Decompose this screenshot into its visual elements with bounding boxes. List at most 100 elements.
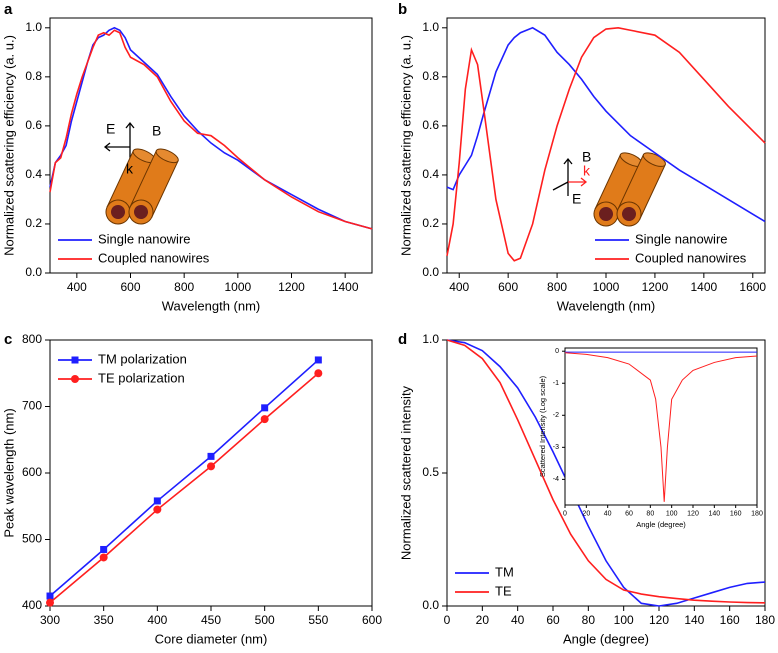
marker (260, 415, 269, 424)
y-tick-label: 0.6 (25, 118, 42, 132)
marker (46, 598, 54, 607)
y-tick-label: 1.0 (422, 332, 439, 346)
x-tick-label: 1200 (278, 280, 305, 294)
x-axis-title: Wavelength (nm) (557, 298, 656, 313)
x-tick-label: 80 (582, 613, 596, 627)
x-tick-label: 1000 (593, 280, 620, 294)
x-tick-label: 1000 (224, 280, 251, 294)
annotation: k (126, 161, 134, 177)
series-line (49, 26, 373, 230)
y-axis-title: Scattered Intensity (Log scale) (538, 375, 547, 477)
y-axis-title: Peak wavelength (nm) (1, 408, 16, 537)
x-tick-label: 550 (308, 613, 328, 627)
x-tick-label: 60 (546, 613, 560, 627)
series-line (49, 29, 373, 230)
y-tick-label: 0.0 (422, 265, 439, 279)
panel-label: d (398, 331, 407, 348)
y-tick-label: 0.6 (422, 118, 439, 132)
marker (314, 369, 323, 378)
y-tick-label: 0.8 (25, 69, 42, 83)
y-axis-title: Normalized scattering efficiency (a. u.) (1, 35, 16, 256)
x-tick-label: 500 (255, 613, 275, 627)
x-tick-label: 400 (67, 280, 87, 294)
y-tick-label: 0.8 (422, 69, 439, 83)
marker (100, 545, 108, 553)
y-tick-label: -3 (553, 444, 559, 451)
x-tick-label: 600 (498, 280, 518, 294)
marker (99, 553, 108, 562)
legend-label: Coupled nanowires (635, 250, 747, 265)
annotation: E (106, 121, 115, 137)
x-axis-title: Angle (degree) (563, 631, 649, 646)
y-tick-label: 0.0 (25, 265, 42, 279)
series-line (446, 339, 766, 604)
marker (153, 505, 162, 514)
y-tick-label: 0.5 (422, 465, 439, 479)
y-tick-label: 700 (22, 399, 42, 413)
marker (46, 592, 54, 600)
x-axis-title: Wavelength (nm) (162, 298, 261, 313)
series-line (446, 27, 766, 262)
y-tick-label: -4 (553, 476, 559, 483)
x-tick-label: 1400 (690, 280, 717, 294)
x-tick-label: 600 (120, 280, 140, 294)
series-line (446, 339, 766, 607)
x-tick-label: 1600 (739, 280, 766, 294)
legend-label: Single nanowire (635, 231, 728, 246)
x-tick-label: 140 (708, 510, 720, 517)
x-tick-label: 20 (582, 510, 590, 517)
y-tick-label: 400 (22, 598, 42, 612)
x-tick-label: 400 (147, 613, 167, 627)
x-tick-label: 180 (751, 510, 763, 517)
legend-label: Single nanowire (98, 231, 191, 246)
nanowire-pair (105, 148, 179, 225)
marker (261, 404, 269, 412)
y-tick-label: 0.4 (422, 167, 439, 181)
panel-label: a (4, 1, 13, 18)
y-axis-title: Normalized scattered intensity (398, 385, 413, 560)
y-tick-label: 500 (22, 532, 42, 546)
y-tick-label: 0.4 (25, 167, 42, 181)
x-tick-label: 80 (646, 510, 654, 517)
x-tick-label: 1200 (642, 280, 669, 294)
marker (314, 356, 322, 364)
y-axis-title: Normalized scattering efficiency (a. u.) (398, 35, 413, 256)
annotation: E (572, 191, 581, 207)
legend-marker (71, 375, 79, 383)
marker (153, 497, 161, 505)
plot-frame (49, 17, 373, 274)
x-axis-title: Angle (degree) (636, 520, 686, 529)
legend-label: TE (495, 583, 512, 598)
marker (207, 462, 215, 471)
x-tick-label: 800 (174, 280, 194, 294)
annotation: B (582, 149, 591, 165)
x-tick-label: 350 (94, 613, 114, 627)
x-tick-label: 100 (614, 613, 634, 627)
y-tick-label: -2 (553, 412, 559, 419)
x-tick-label: 450 (201, 613, 221, 627)
x-axis-title: Core diameter (nm) (155, 631, 268, 646)
y-tick-label: 0.2 (25, 216, 42, 230)
x-tick-label: 0 (563, 510, 567, 517)
nanowire-illustration (552, 157, 588, 196)
y-tick-label: -1 (553, 380, 559, 387)
x-tick-label: 100 (666, 510, 678, 517)
y-tick-label: 1.0 (25, 20, 42, 34)
inset-background (565, 348, 757, 505)
x-tick-label: 40 (604, 510, 612, 517)
series-line (446, 26, 766, 223)
y-tick-label: 0 (555, 348, 559, 355)
series-line (49, 359, 319, 597)
x-tick-label: 120 (687, 510, 699, 517)
annotation: B (152, 123, 161, 139)
x-tick-label: 120 (649, 613, 669, 627)
x-tick-label: 800 (547, 280, 567, 294)
plot-frame (564, 347, 758, 506)
panel-label: b (398, 1, 407, 18)
y-tick-label: 0.0 (422, 598, 439, 612)
y-tick-label: 800 (22, 332, 42, 346)
legend-label: TM polarization (98, 351, 187, 366)
x-tick-label: 160 (730, 510, 742, 517)
y-tick-label: 600 (22, 465, 42, 479)
